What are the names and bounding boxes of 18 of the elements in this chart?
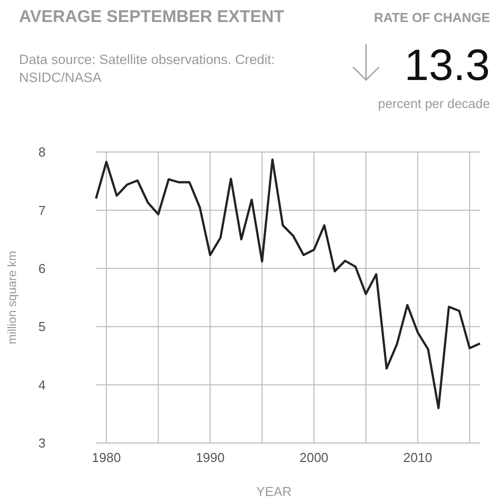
- x-tick-label: 1990: [196, 450, 225, 465]
- line-series: [94, 158, 482, 410]
- x-axis-title: YEAR: [256, 484, 292, 499]
- text: 13.3: [404, 41, 490, 90]
- chart-title: AVERAGE SEPTEMBER EXTENT: [19, 7, 285, 26]
- y-tick-label: 5: [38, 319, 46, 334]
- y-tick-label: 4: [38, 377, 46, 392]
- y-tick-label: 7: [38, 202, 46, 218]
- text: RATE OF CHANGE: [374, 10, 490, 25]
- x-tick-label: 1980: [92, 450, 121, 465]
- x-tick-label: 2000: [299, 450, 328, 465]
- source-note: Data source: Satellite observations. Credit: NSIDC/NASA: [19, 52, 275, 85]
- y-axis-title: million square km: [5, 250, 19, 344]
- text: percent per decade: [378, 96, 490, 111]
- y-tick-label: 3: [38, 436, 46, 451]
- x-tick-label: 2010: [403, 450, 432, 465]
- y-tick-label: 6: [38, 260, 46, 276]
- y-tick-label: 8: [38, 144, 46, 160]
